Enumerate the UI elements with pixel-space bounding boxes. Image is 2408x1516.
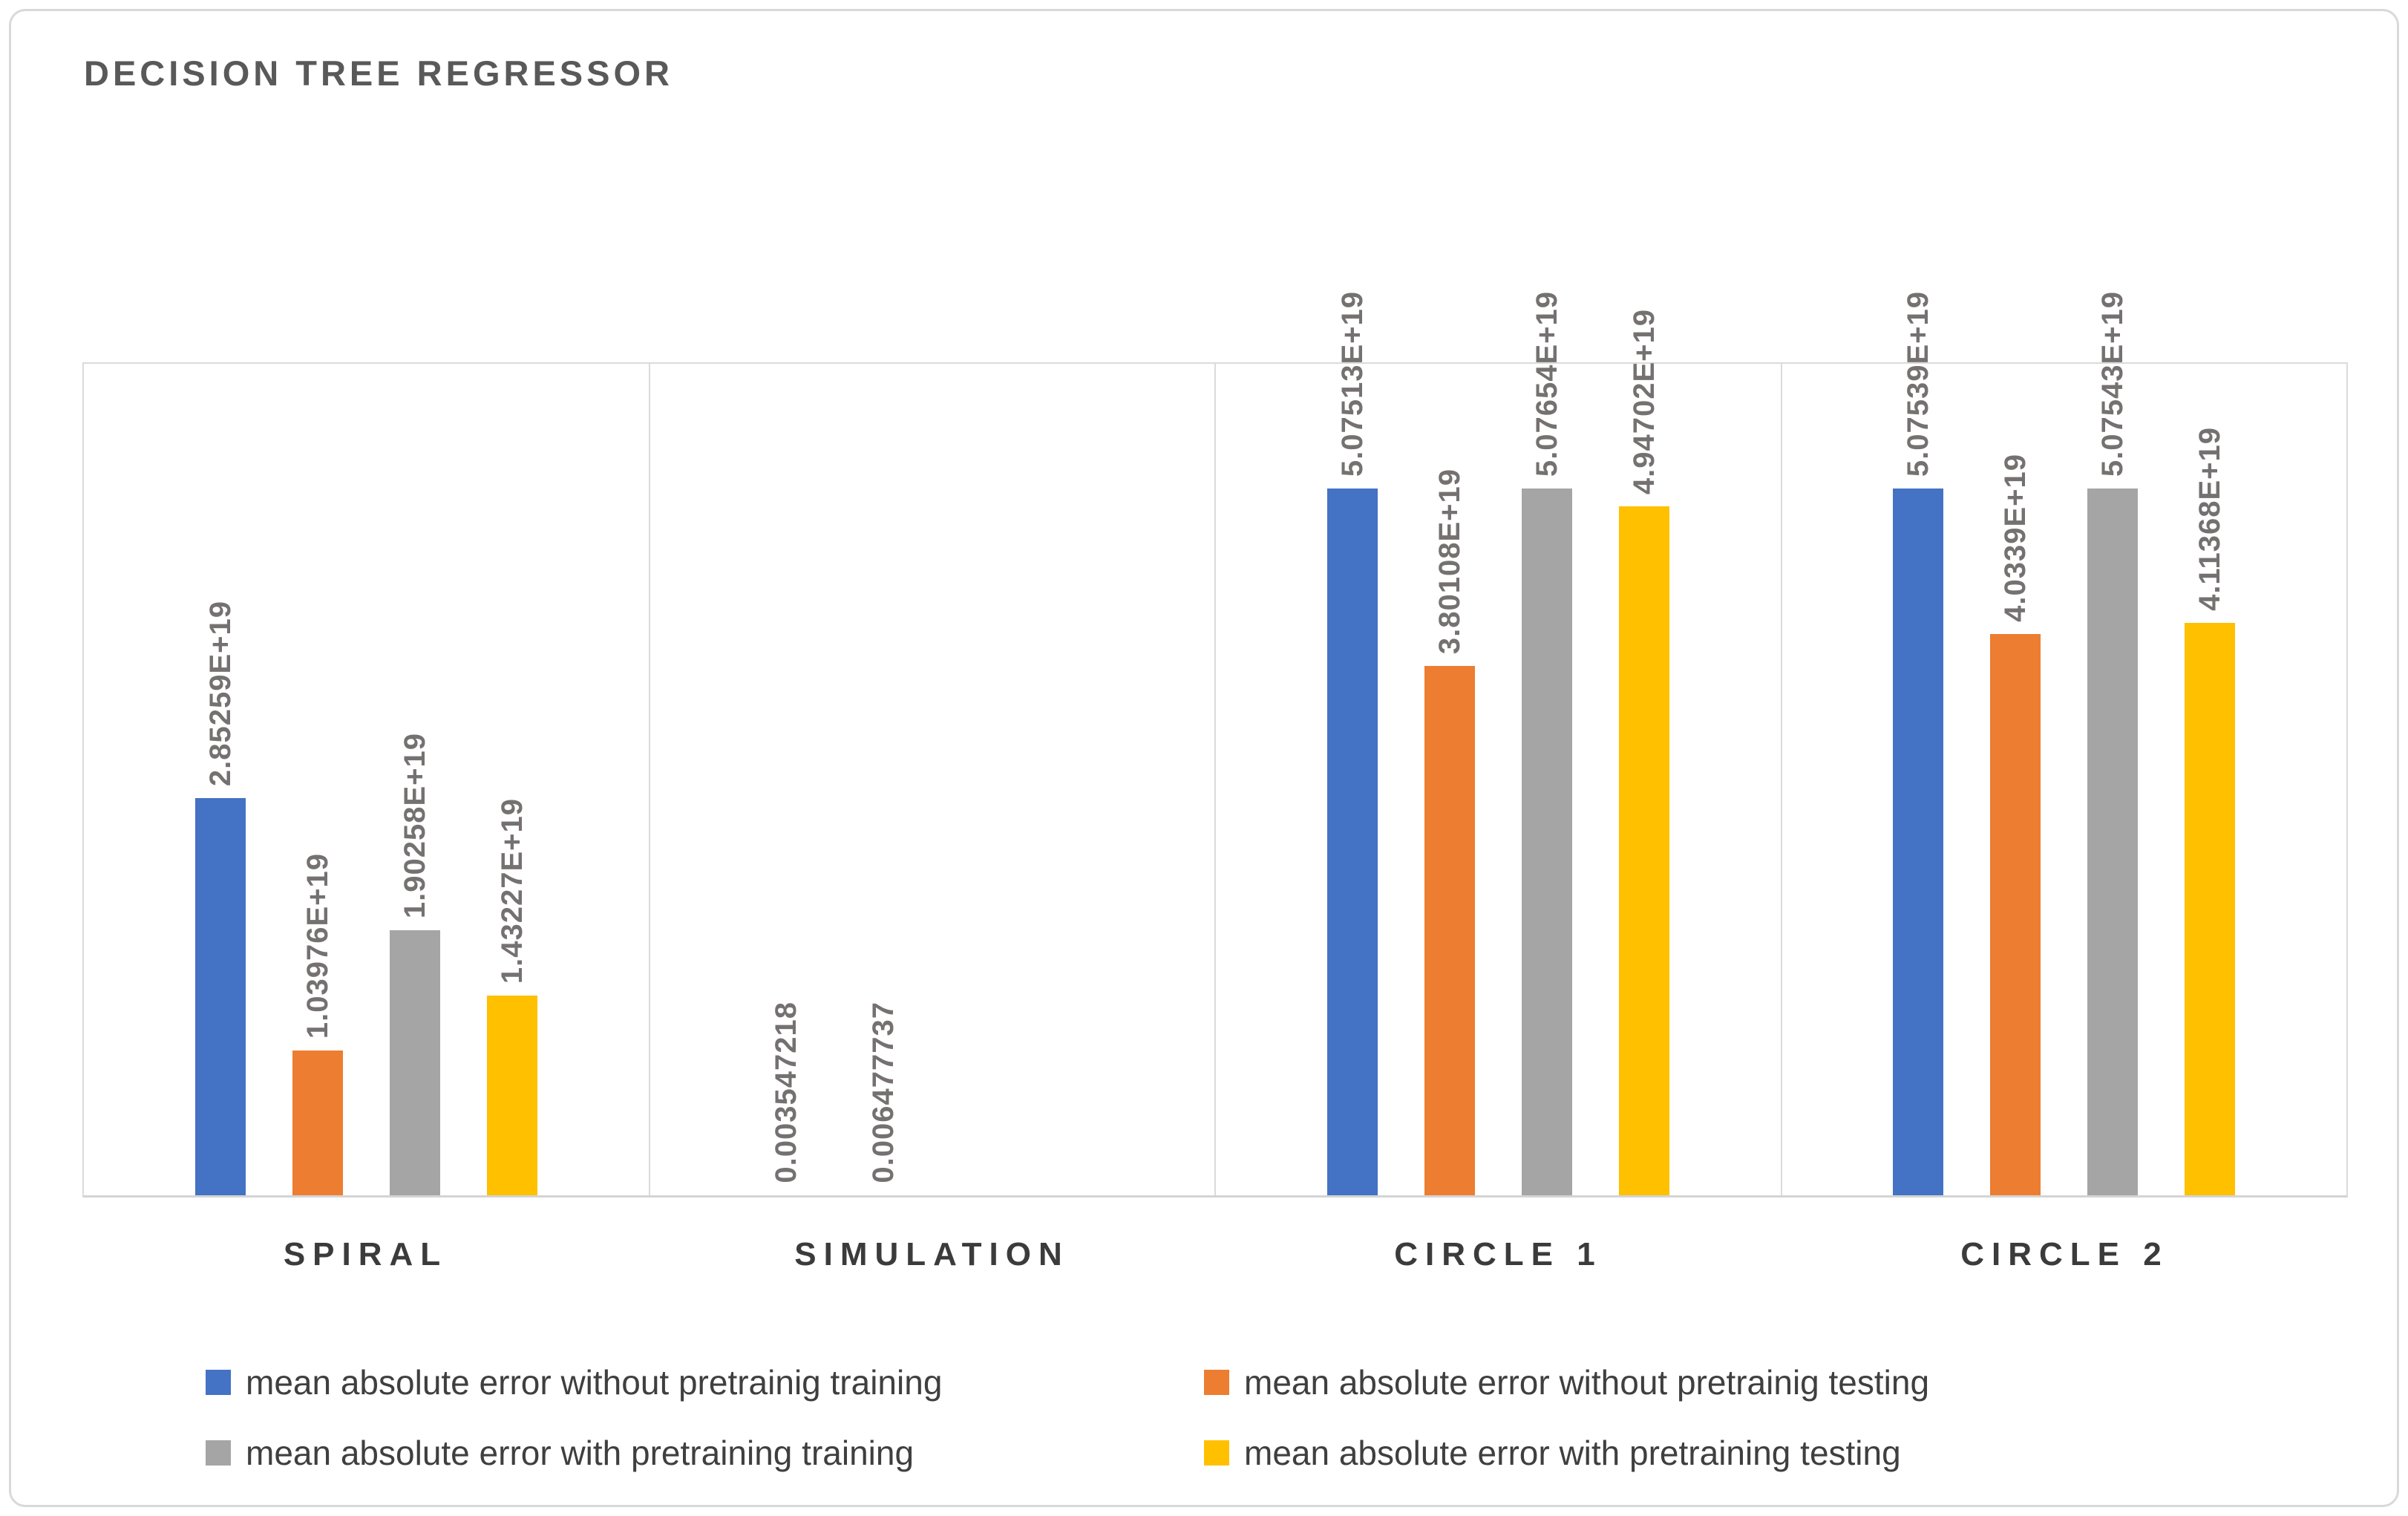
bar-group-simulation: 0.003547218 0.006477737: [650, 364, 1216, 1195]
plot-area: 2.85259E+19 1.03976E+19 1.90258E+19 1.43227…: [82, 291, 2348, 1198]
legend-label: mean absolute error without pretrainig t…: [1244, 1363, 1930, 1402]
legend: mean absolute error without pretrainig t…: [11, 1364, 2397, 1471]
bar-value-label: 1.90258E+19: [398, 732, 431, 918]
legend-item: mean absolute error with pretraining tes…: [1204, 1434, 2202, 1472]
bar-cell: 4.11368E+19: [2185, 427, 2236, 1195]
bar-cell: 5.07539E+19: [1893, 290, 1944, 1195]
bar-cell: 0.006477737: [858, 1002, 909, 1195]
legend-label: mean absolute error with pretraining tes…: [1244, 1433, 1901, 1472]
bar: [1521, 489, 1572, 1195]
bar: [2185, 623, 2236, 1195]
legend-marker: [206, 1370, 231, 1396]
bar-value-label: 4.0339E+19: [1999, 454, 2032, 622]
bar-cell: 4.94702E+19: [1618, 308, 1669, 1195]
bar-value-label: 5.07543E+19: [2096, 290, 2130, 477]
bar-value-label: 4.94702E+19: [1627, 308, 1661, 494]
bar: [2087, 489, 2139, 1195]
bar-group-circle-1: 5.07513E+19 3.80108E+19 5.07654E+19 4.94702…: [1216, 291, 1782, 1195]
bar-group-circle-2: 5.07539E+19 4.0339E+19 5.07543E+19 4.11368E…: [1782, 291, 2347, 1195]
bar-cell: 5.07654E+19: [1521, 290, 1572, 1195]
bar-value-label: 3.80108E+19: [1433, 468, 1466, 654]
legend-marker: [1204, 1440, 1229, 1466]
bar-value-label: 1.43227E+19: [495, 797, 529, 984]
bar-value-label: 5.07539E+19: [1902, 290, 1935, 477]
category-label: CIRCLE 1: [1394, 1236, 1603, 1272]
bar-value-label: 4.11368E+19: [2193, 427, 2227, 611]
bar-cell: 1.03976E+19: [292, 853, 343, 1195]
category-label: SIMULATION: [794, 1236, 1070, 1272]
chart-title: DECISION TREE REGRESSOR: [84, 53, 673, 93]
bar-cell: 0.003547218: [761, 1002, 811, 1195]
category-label: SPIRAL: [283, 1236, 448, 1272]
legend-row: mean absolute error without pretrainig t…: [206, 1364, 2202, 1402]
bar-value-label: 0.003547218: [770, 1002, 803, 1183]
bar: [1618, 506, 1669, 1195]
bar: [389, 930, 440, 1195]
bar-cell: 2.85259E+19: [194, 600, 246, 1195]
legend-item: mean absolute error with pretraining tra…: [206, 1434, 1204, 1472]
legend-row: mean absolute error with pretraining tra…: [206, 1434, 2202, 1472]
legend-item: mean absolute error without pretrainig t…: [1204, 1364, 2202, 1402]
category-axis: SPIRAL SIMULATION CIRCLE 1 CIRCLE 2: [82, 1236, 2348, 1273]
bar: [194, 798, 246, 1195]
bar-value-label: 2.85259E+19: [203, 600, 237, 786]
bar: [1990, 634, 2041, 1195]
bar: [292, 1051, 343, 1195]
bar: [486, 996, 537, 1195]
bar-cell: 4.0339E+19: [1990, 454, 2041, 1195]
chart-frame: DECISION TREE REGRESSOR 2.85259E+19 1.039…: [9, 9, 2399, 1507]
bar-cell: 1.90258E+19: [389, 732, 440, 1195]
legend-marker: [206, 1440, 231, 1466]
bar-value-label: 1.03976E+19: [301, 852, 334, 1039]
legend-marker: [1204, 1370, 1229, 1396]
bar-value-label: 5.07513E+19: [1335, 290, 1369, 477]
legend-label: mean absolute error with pretraining tra…: [246, 1433, 915, 1472]
category-label: CIRCLE 2: [1960, 1236, 2169, 1272]
legend-item: mean absolute error without pretrainig t…: [206, 1364, 1204, 1402]
bar: [1893, 489, 1944, 1195]
bar-value-label: 5.07654E+19: [1530, 290, 1563, 477]
bar: [1424, 666, 1475, 1195]
bar: [1326, 489, 1378, 1195]
bar-cell: 5.07543E+19: [2087, 290, 2139, 1195]
bar-group-spiral: 2.85259E+19 1.03976E+19 1.90258E+19 1.43227…: [84, 364, 650, 1195]
bar-value-label: 0.006477737: [867, 1002, 900, 1183]
legend-label: mean absolute error without pretrainig t…: [246, 1363, 943, 1402]
bar-cell: 3.80108E+19: [1424, 468, 1475, 1195]
bar-cell: 5.07513E+19: [1326, 290, 1378, 1195]
bar-cell: 1.43227E+19: [486, 797, 537, 1195]
